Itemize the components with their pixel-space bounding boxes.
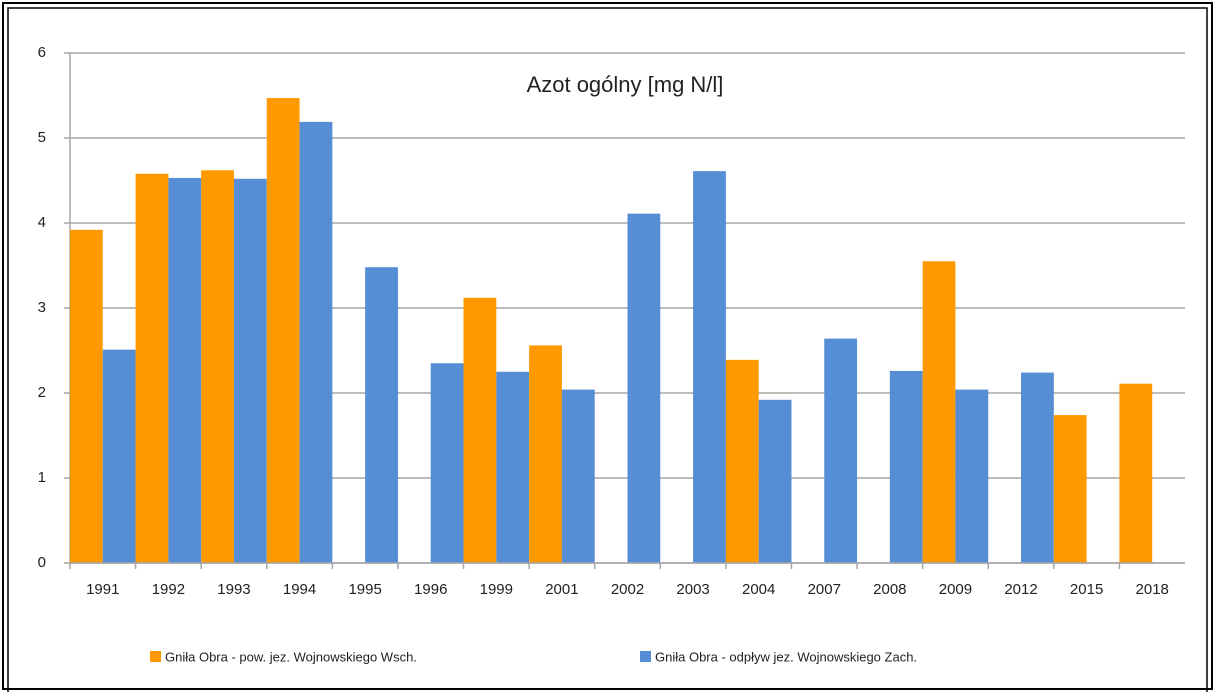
x-tick-label: 2007 xyxy=(808,581,841,598)
x-tick-label: 2001 xyxy=(545,581,578,598)
bar xyxy=(889,370,923,563)
bar xyxy=(201,170,234,564)
legend-swatch xyxy=(150,651,161,662)
x-tick-label: 1992 xyxy=(152,581,185,598)
y-tick-label: 5 xyxy=(38,129,46,146)
legend-label: Gniła Obra - odpływ jez. Wojnowskiego Za… xyxy=(655,649,917,664)
y-tick-label: 2 xyxy=(38,384,46,401)
bar xyxy=(922,261,956,563)
bar xyxy=(824,338,858,563)
bar xyxy=(233,178,267,564)
x-tick-label: 2015 xyxy=(1070,581,1103,598)
bar xyxy=(463,297,497,563)
y-tick-label: 3 xyxy=(38,299,46,316)
bar xyxy=(955,389,989,563)
bar xyxy=(430,363,464,563)
x-tick-label: 2009 xyxy=(939,581,972,598)
y-tick-label: 0 xyxy=(38,554,46,571)
legend-swatch xyxy=(640,651,651,662)
chart-title: Azot ogólny [mg N/l] xyxy=(527,72,724,97)
bar xyxy=(135,173,169,563)
bar xyxy=(1021,372,1054,563)
x-tick-label: 1991 xyxy=(86,581,119,598)
x-tick-label: 2012 xyxy=(1004,581,1037,598)
bar xyxy=(1053,415,1087,563)
bar xyxy=(627,213,661,563)
x-tick-label: 1999 xyxy=(480,581,513,598)
bar xyxy=(1119,383,1153,563)
bar xyxy=(299,121,333,563)
x-tick-label: 2003 xyxy=(676,581,709,598)
bar xyxy=(725,359,759,563)
x-tick-label: 2004 xyxy=(742,581,775,598)
bar xyxy=(758,399,792,563)
bar xyxy=(693,171,726,563)
x-tick-label: 2002 xyxy=(611,581,644,598)
bar xyxy=(266,98,300,564)
bar xyxy=(70,229,103,564)
x-tick-label: 1993 xyxy=(217,581,250,598)
frame-inner xyxy=(7,7,1208,692)
legend-label: Gniła Obra - pow. jez. Wojnowskiego Wsch… xyxy=(165,649,417,664)
bar xyxy=(496,371,530,563)
x-tick-label: 2008 xyxy=(873,581,906,598)
bar xyxy=(168,177,202,563)
bar xyxy=(561,389,595,563)
y-tick-label: 6 xyxy=(38,44,46,61)
y-tick-label: 1 xyxy=(38,469,46,486)
x-tick-label: 2018 xyxy=(1136,581,1169,598)
bar xyxy=(365,267,398,563)
x-tick-label: 1996 xyxy=(414,581,447,598)
x-tick-label: 1995 xyxy=(348,581,381,598)
y-tick-label: 4 xyxy=(38,214,46,231)
bar xyxy=(529,345,562,563)
x-tick-label: 1994 xyxy=(283,581,316,598)
bar xyxy=(102,349,136,563)
